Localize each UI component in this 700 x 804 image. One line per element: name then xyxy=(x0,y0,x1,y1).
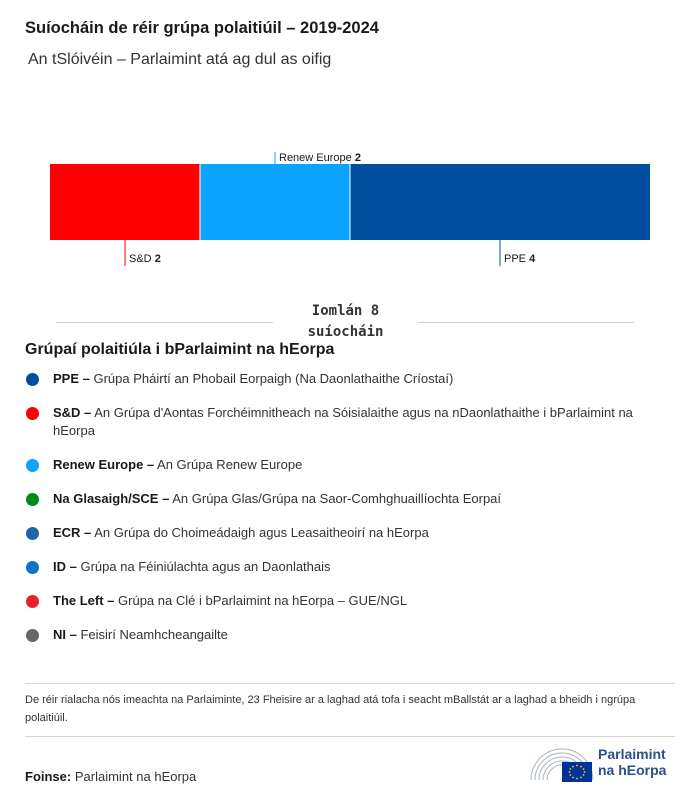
bar-segment xyxy=(350,164,650,240)
legend: PPE – Grúpa Pháirtí an Phobail Eorpaigh … xyxy=(25,370,675,660)
legend-item: PPE – Grúpa Pháirtí an Phobail Eorpaigh … xyxy=(25,370,675,388)
legend-abbr: Renew Europe – xyxy=(53,457,155,472)
legend-desc: An Grúpa d'Aontas Forchéimnitheach na Só… xyxy=(53,405,633,438)
legend-desc: An Grúpa do Choimeádaigh agus Leasaitheo… xyxy=(94,525,429,540)
legend-abbr: NI – xyxy=(53,627,77,642)
legend-item: ECR – An Grúpa do Choimeádaigh agus Leas… xyxy=(25,524,675,542)
legend-item: The Left – Grúpa na Clé i bParlaimint na… xyxy=(25,592,675,610)
legend-desc: Grúpa na Féiniúlachta agus an Daonlathai… xyxy=(80,559,331,574)
legend-swatch xyxy=(26,407,39,420)
legend-swatch xyxy=(26,459,39,472)
bar-segment xyxy=(200,164,350,240)
legend-swatch xyxy=(26,629,39,642)
footnote: De réir rialacha nós imeachta na Parlaim… xyxy=(25,694,636,724)
total-divider-left xyxy=(56,322,273,323)
segment-label-name: Renew Europe xyxy=(279,152,355,164)
legend-abbr: The Left – xyxy=(53,593,115,608)
legend-swatch xyxy=(26,527,39,540)
legend-desc: Grúpa na Clé i bParlaimint na hEorpa – G… xyxy=(118,593,408,608)
chart-title: Suíocháin de réir grúpa polaitiúil – 201… xyxy=(25,19,379,37)
european-parliament-logo: Parlaimint na hEorpa xyxy=(528,744,678,786)
legend-item: Na Glasaigh/SCE – An Grúpa Glas/Grúpa na… xyxy=(25,490,675,508)
total-seats-line2: suíocháin xyxy=(307,324,384,340)
legend-desc: Feisirí Neamhcheangailte xyxy=(80,627,228,642)
segment-label-name: S&D xyxy=(129,253,155,265)
total-seats: Iomlán 8 suíocháin xyxy=(0,300,700,344)
segment-label: S&D 2 xyxy=(129,253,161,265)
legend-desc: An Grúpa Renew Europe xyxy=(157,457,303,472)
legend-item: ID – Grúpa na Féiniúlachta agus an Daonl… xyxy=(25,558,675,576)
segment-label-value: 2 xyxy=(155,253,161,265)
segment-label: Renew Europe 2 xyxy=(279,152,361,164)
legend-abbr: Na Glasaigh/SCE – xyxy=(53,491,170,506)
segment-label-value: 4 xyxy=(529,253,536,265)
segment-label-name: PPE xyxy=(504,253,529,265)
logo-line1: Parlaimint xyxy=(598,746,666,762)
legend-title: Grúpaí polaitiúla i bParlaimint na hEorp… xyxy=(25,341,335,358)
legend-abbr: PPE – xyxy=(53,371,90,386)
chart-subtitle: An tSlóivéin – Parlaimint atá ag dul as … xyxy=(28,51,332,68)
legend-swatch xyxy=(26,493,39,506)
legend-item: Renew Europe – An Grúpa Renew Europe xyxy=(25,456,675,474)
parliament-hemicycle-icon xyxy=(530,748,594,782)
legend-item: NI – Feisirí Neamhcheangailte xyxy=(25,626,675,644)
total-seats-text: Iomlán 8 suíocháin xyxy=(273,301,418,343)
total-seats-line1: Iomlán 8 xyxy=(311,303,380,319)
segment-label: PPE 4 xyxy=(504,253,536,265)
source: Foinse: Parlaimint na hEorpa xyxy=(25,769,196,784)
legend-desc: An Grúpa Glas/Grúpa na Saor-Comhghuaillí… xyxy=(172,491,502,506)
total-divider-right xyxy=(418,322,634,323)
legend-abbr: ID – xyxy=(53,559,77,574)
legend-item: S&D – An Grúpa d'Aontas Forchéimnitheach… xyxy=(25,404,675,440)
bar-segment xyxy=(50,164,200,240)
source-value: Parlaimint na hEorpa xyxy=(74,769,197,784)
divider-top xyxy=(25,683,675,684)
segment-label-value: 2 xyxy=(355,152,361,164)
legend-abbr: ECR – xyxy=(53,525,92,540)
legend-desc: Grúpa Pháirtí an Phobail Eorpaigh (Na Da… xyxy=(93,371,454,386)
source-label: Foinse: xyxy=(25,769,72,784)
legend-swatch xyxy=(26,373,39,386)
legend-abbr: S&D – xyxy=(53,405,92,420)
legend-swatch xyxy=(26,561,39,574)
legend-swatch xyxy=(26,595,39,608)
logo-line2: na hEorpa xyxy=(598,762,667,778)
logo-text: Parlaimint na hEorpa xyxy=(598,746,666,778)
divider-bottom xyxy=(25,736,675,737)
